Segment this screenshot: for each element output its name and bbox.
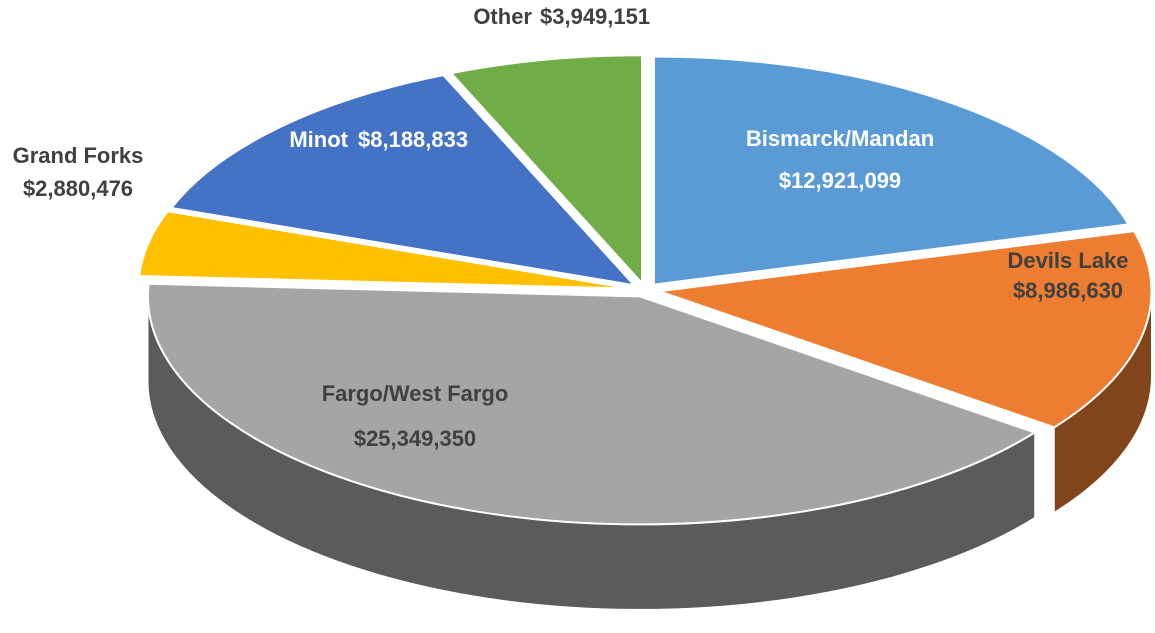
slice — [169, 74, 637, 287]
data-label-value: $8,188,833 — [358, 127, 468, 152]
data-label-value: $3,949,151 — [540, 4, 650, 29]
slice — [147, 282, 1038, 526]
slice — [659, 230, 1153, 429]
slice — [138, 210, 631, 290]
data-label-name: Other — [473, 4, 532, 29]
data-label-name: Minot — [289, 127, 348, 152]
data-label-name: Devils Lake — [1007, 248, 1128, 273]
slice — [449, 54, 644, 286]
data-label-value: $2,880,476 — [23, 176, 133, 201]
data-label-value: $12,921,099 — [779, 168, 901, 193]
data-label-name: Grand Forks — [13, 143, 144, 168]
data-label-name: Fargo/West Fargo — [322, 381, 509, 406]
slice — [652, 55, 1131, 286]
data-label-name: Bismarck/Mandan — [746, 126, 934, 151]
data-label-value: $8,986,630 — [1013, 278, 1123, 303]
data-label-value: $25,349,350 — [354, 426, 476, 451]
